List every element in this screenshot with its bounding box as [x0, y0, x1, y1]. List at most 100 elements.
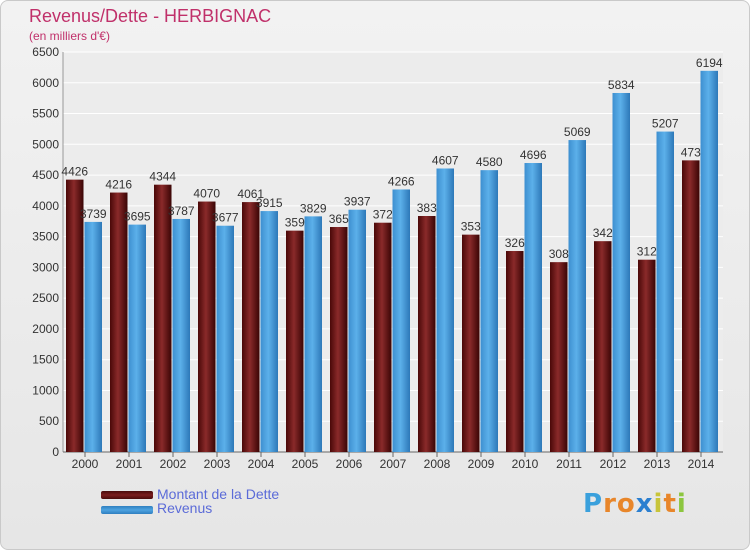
data-label-revenue: 5834 — [608, 78, 635, 92]
y-tick-label: 3000 — [32, 260, 59, 274]
bar-debt — [550, 262, 568, 452]
bar-debt — [506, 251, 524, 452]
data-label-revenue: 5207 — [652, 117, 679, 131]
data-label-debt: 308 — [549, 247, 569, 261]
x-tick-label: 2004 — [248, 457, 275, 471]
x-tick-label: 2000 — [72, 457, 99, 471]
data-label-revenue: 3695 — [124, 210, 151, 224]
x-tick-label: 2007 — [380, 457, 407, 471]
data-label-debt: 326 — [505, 236, 525, 250]
bar-debt — [374, 222, 392, 452]
data-label-revenue: 3829 — [300, 201, 327, 215]
data-label-revenue: 6194 — [696, 56, 723, 70]
data-label-revenue: 4607 — [432, 153, 459, 167]
bar-debt — [154, 184, 172, 452]
data-label-debt: 4344 — [149, 170, 176, 184]
logo-letter: i — [653, 489, 664, 519]
logo-letter: o — [616, 489, 636, 519]
bar-revenue — [436, 168, 454, 452]
data-label-debt: 365 — [329, 212, 349, 226]
y-tick-label: 1500 — [32, 353, 59, 367]
bar-revenue — [480, 170, 498, 452]
x-tick-label: 2012 — [600, 457, 627, 471]
proxiti-logo: Proxiti — [583, 489, 687, 519]
data-label-revenue: 4580 — [476, 155, 503, 169]
x-tick-label: 2009 — [468, 457, 495, 471]
data-label-debt: 342 — [593, 226, 613, 240]
logo-letter: t — [663, 489, 677, 519]
data-label-debt: 4216 — [105, 178, 132, 192]
bar-revenue — [304, 216, 322, 452]
bar-revenue — [700, 70, 718, 452]
data-label-debt: 312 — [637, 245, 657, 259]
bar-debt — [594, 241, 612, 452]
y-tick-label: 6500 — [32, 45, 59, 59]
x-tick-label: 2005 — [292, 457, 319, 471]
data-label-revenue: 3739 — [80, 207, 107, 221]
x-tick-label: 2002 — [160, 457, 187, 471]
data-label-revenue: 3915 — [256, 196, 283, 210]
chart-title: Revenus/Dette - HERBIGNAC — [29, 6, 272, 26]
bar-revenue — [392, 189, 410, 452]
x-tick-label: 2006 — [336, 457, 363, 471]
chart-subtitle: (en milliers d'€) — [29, 29, 110, 43]
data-label-revenue: 3787 — [168, 204, 195, 218]
data-label-revenue: 4266 — [388, 174, 415, 188]
data-label-debt: 383 — [417, 201, 437, 215]
y-tick-label: 5500 — [32, 107, 59, 121]
data-label-debt: 473 — [681, 145, 701, 159]
y-tick-label: 6000 — [32, 76, 59, 90]
data-label-debt: 353 — [461, 220, 481, 234]
logo-letter: x — [635, 489, 654, 519]
x-tick-label: 2010 — [512, 457, 539, 471]
data-label-revenue: 3937 — [344, 195, 371, 209]
bar-debt — [418, 216, 436, 452]
bar-revenue — [216, 225, 234, 452]
legend-swatch-debt — [101, 491, 153, 499]
legend-label-debt: Montant de la Dette — [157, 486, 280, 502]
y-tick-label: 1000 — [32, 383, 59, 397]
bar-debt — [638, 259, 656, 452]
data-label-debt: 4070 — [193, 187, 220, 201]
y-tick-label: 2000 — [32, 322, 59, 336]
bar-debt — [66, 179, 84, 452]
x-tick-label: 2014 — [688, 457, 715, 471]
bar-debt — [330, 227, 348, 452]
y-tick-label: 500 — [39, 414, 59, 428]
x-tick-label: 2003 — [204, 457, 231, 471]
bar-revenue — [524, 163, 542, 452]
bar-debt — [462, 234, 480, 452]
y-tick-label: 4500 — [32, 168, 59, 182]
logo-letter: P — [583, 489, 604, 519]
logo-letter: r — [603, 489, 617, 519]
y-tick-label: 2500 — [32, 291, 59, 305]
y-tick-label: 5000 — [32, 137, 59, 151]
legend-swatch-revenue — [101, 506, 153, 514]
x-tick-label: 2011 — [556, 457, 582, 471]
bar-debt — [286, 230, 304, 452]
bar-revenue — [612, 92, 630, 452]
data-label-debt: 359 — [285, 216, 305, 230]
data-label-debt: 372 — [373, 208, 393, 222]
legend-label-revenue: Revenus — [157, 500, 213, 516]
y-tick-label: 3500 — [32, 230, 59, 244]
bar-revenue — [348, 209, 366, 452]
y-tick-label: 4000 — [32, 199, 59, 213]
bar-revenue — [172, 218, 190, 452]
bar-revenue — [568, 140, 586, 453]
bar-debt — [110, 192, 128, 453]
x-tick-label: 2013 — [644, 457, 671, 471]
logo-letter: i — [676, 489, 687, 519]
data-label-revenue: 5069 — [564, 125, 591, 139]
y-tick-label: 0 — [52, 445, 59, 459]
x-tick-label: 2001 — [116, 457, 143, 471]
bar-debt — [242, 202, 260, 452]
data-label-revenue: 3677 — [212, 211, 239, 225]
bar-revenue — [84, 221, 102, 452]
data-label-revenue: 4696 — [520, 148, 547, 162]
bar-debt — [682, 160, 700, 452]
bar-revenue — [260, 211, 278, 452]
bar-revenue — [656, 131, 674, 453]
